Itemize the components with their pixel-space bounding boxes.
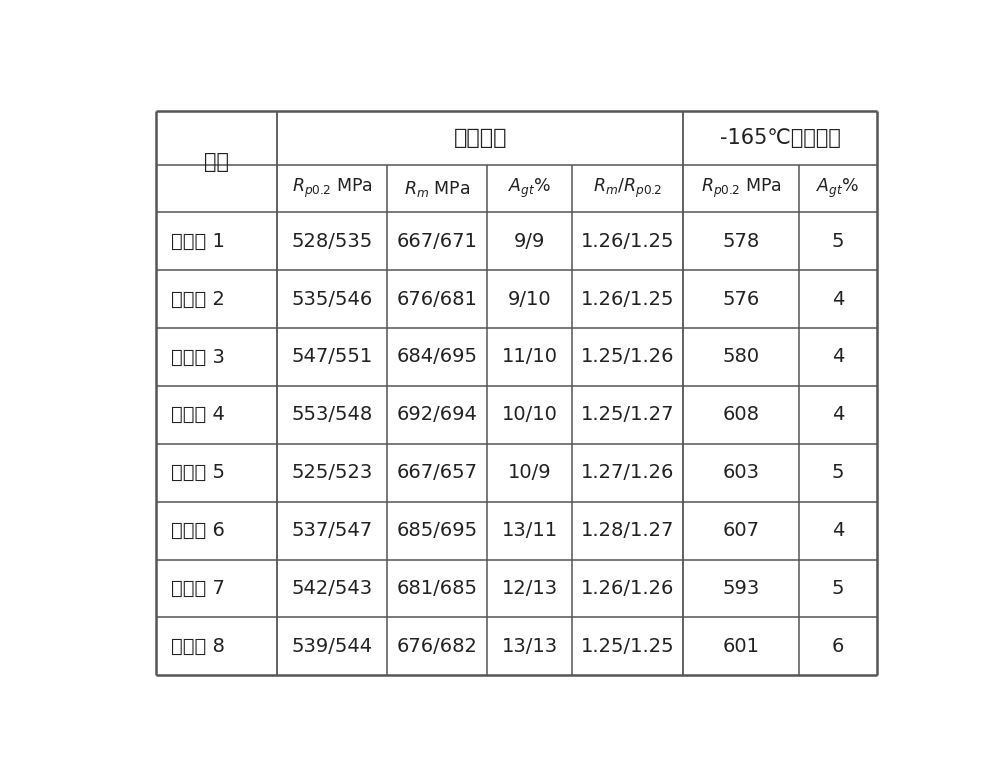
Text: 547/551: 547/551 xyxy=(292,347,373,366)
Text: 553/548: 553/548 xyxy=(292,405,373,425)
Text: 4: 4 xyxy=(832,347,844,366)
Text: $R_{m}/R_{p0.2}$: $R_{m}/R_{p0.2}$ xyxy=(593,178,662,200)
Text: 实施例 4: 实施例 4 xyxy=(171,405,224,425)
Text: 实施例 2: 实施例 2 xyxy=(171,290,224,308)
Text: 603: 603 xyxy=(723,464,760,482)
Text: 676/682: 676/682 xyxy=(397,637,478,656)
Text: $A_{gt}$%: $A_{gt}$% xyxy=(816,178,860,200)
Text: 实施例 7: 实施例 7 xyxy=(171,579,224,598)
Text: 576: 576 xyxy=(723,290,760,308)
Text: 12/13: 12/13 xyxy=(502,579,558,598)
Text: 539/544: 539/544 xyxy=(292,637,373,656)
Text: 13/13: 13/13 xyxy=(502,637,558,656)
Text: 实施例 3: 实施例 3 xyxy=(171,347,224,366)
Text: 13/11: 13/11 xyxy=(502,521,558,540)
Text: 9/10: 9/10 xyxy=(508,290,552,308)
Text: 11/10: 11/10 xyxy=(502,347,558,366)
Text: 6: 6 xyxy=(832,637,844,656)
Text: 室温性能: 室温性能 xyxy=(454,129,507,149)
Text: 685/695: 685/695 xyxy=(397,521,478,540)
Text: 1.26/1.25: 1.26/1.25 xyxy=(581,290,674,308)
Text: 编号: 编号 xyxy=(204,152,229,172)
Text: 525/523: 525/523 xyxy=(292,464,373,482)
Text: 684/695: 684/695 xyxy=(397,347,478,366)
Text: 4: 4 xyxy=(832,290,844,308)
Text: 1.25/1.27: 1.25/1.27 xyxy=(581,405,674,425)
Text: 537/547: 537/547 xyxy=(292,521,373,540)
Text: 601: 601 xyxy=(723,637,760,656)
Text: 1.26/1.26: 1.26/1.26 xyxy=(581,579,674,598)
Text: 4: 4 xyxy=(832,405,844,425)
Text: 4: 4 xyxy=(832,521,844,540)
Text: 608: 608 xyxy=(723,405,760,425)
Text: 593: 593 xyxy=(723,579,760,598)
Text: 542/543: 542/543 xyxy=(292,579,373,598)
Text: -165℃低温性能: -165℃低温性能 xyxy=(720,129,840,149)
Text: 10/9: 10/9 xyxy=(508,464,552,482)
Text: 5: 5 xyxy=(832,231,844,251)
Text: 1.28/1.27: 1.28/1.27 xyxy=(581,521,674,540)
Text: 667/657: 667/657 xyxy=(397,464,478,482)
Text: 607: 607 xyxy=(723,521,760,540)
Text: 578: 578 xyxy=(723,231,760,251)
Text: 667/671: 667/671 xyxy=(397,231,478,251)
Text: $R_{m}$ MPa: $R_{m}$ MPa xyxy=(404,179,470,199)
Text: 580: 580 xyxy=(723,347,760,366)
Text: 681/685: 681/685 xyxy=(397,579,478,598)
Text: 1.26/1.25: 1.26/1.25 xyxy=(581,231,674,251)
Text: $R_{p0.2}$ MPa: $R_{p0.2}$ MPa xyxy=(292,178,373,200)
Text: 692/694: 692/694 xyxy=(397,405,478,425)
Text: 实施例 1: 实施例 1 xyxy=(171,231,224,251)
Text: 528/535: 528/535 xyxy=(292,231,373,251)
Text: 9/9: 9/9 xyxy=(514,231,545,251)
Text: 1.25/1.26: 1.25/1.26 xyxy=(581,347,674,366)
Text: 535/546: 535/546 xyxy=(292,290,373,308)
Text: 676/681: 676/681 xyxy=(397,290,478,308)
Text: 5: 5 xyxy=(832,579,844,598)
Text: 5: 5 xyxy=(832,464,844,482)
Text: 1.27/1.26: 1.27/1.26 xyxy=(581,464,674,482)
Text: $A_{gt}$%: $A_{gt}$% xyxy=(508,178,551,200)
Text: 实施例 8: 实施例 8 xyxy=(171,637,224,656)
Text: $R_{p0.2}$ MPa: $R_{p0.2}$ MPa xyxy=(701,178,782,200)
Text: 1.25/1.25: 1.25/1.25 xyxy=(581,637,674,656)
Text: 实施例 5: 实施例 5 xyxy=(171,464,225,482)
Text: 实施例 6: 实施例 6 xyxy=(171,521,224,540)
Text: 10/10: 10/10 xyxy=(502,405,558,425)
